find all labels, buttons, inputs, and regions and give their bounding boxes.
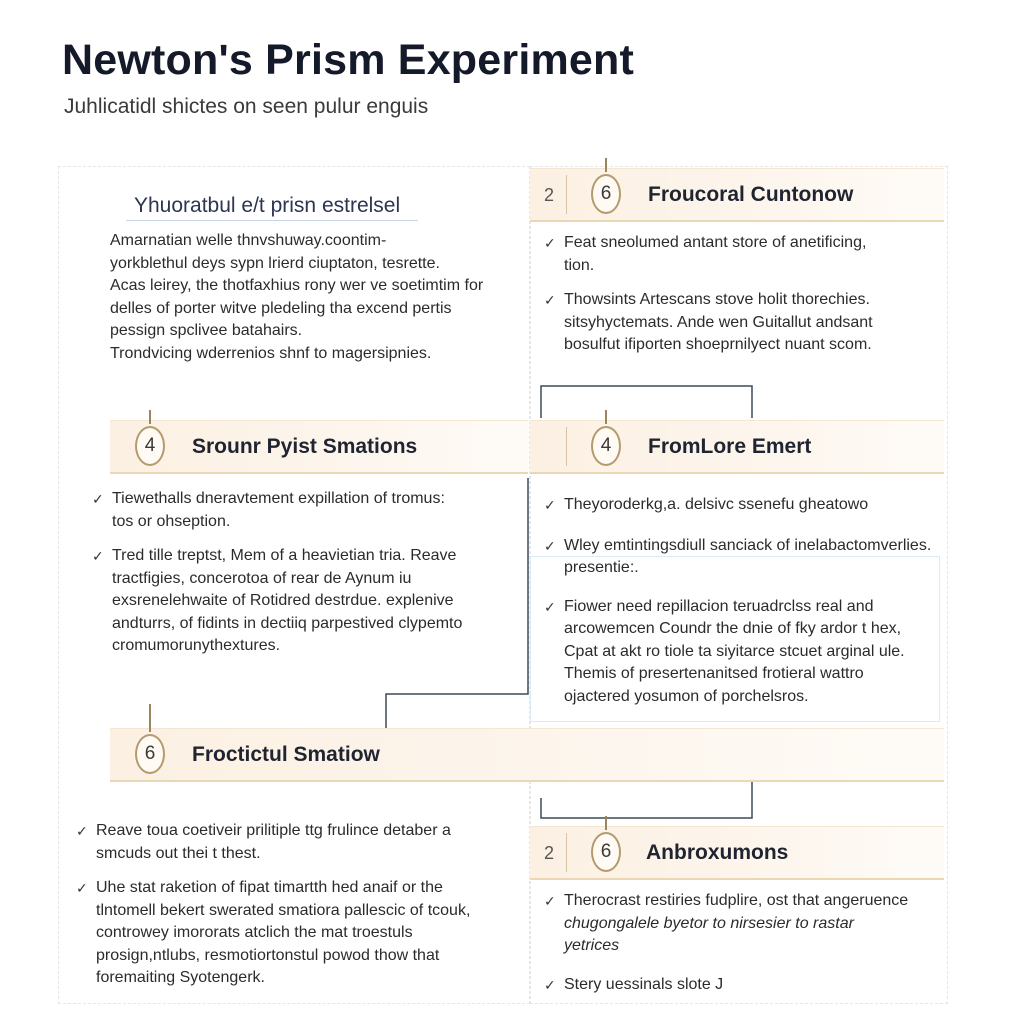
section-bar-froctictul: Froctictul Smatiow	[110, 728, 944, 782]
check-icon: ✓	[76, 880, 88, 896]
connector-bottom	[540, 782, 753, 819]
check-icon: ✓	[544, 893, 556, 909]
badge-stem	[605, 410, 607, 424]
page-title: Newton's Prism Experiment	[62, 36, 634, 84]
list-item: ✓ Wley emtintingsdiull sanciack of inela…	[544, 536, 932, 577]
intro-line: Trondvicing wderrenios shnf to magersipn…	[110, 344, 432, 362]
intro-card-title-rule	[126, 220, 418, 221]
badge-stem	[149, 704, 151, 732]
section-bar-srounr: Srounr Pyist Smations	[110, 420, 528, 474]
step-badge-icon: 4	[591, 426, 621, 466]
check-icon: ✓	[544, 976, 556, 993]
connector-middle	[385, 478, 529, 728]
step-badge-icon: 6	[135, 734, 165, 774]
step-badge-icon: 6	[591, 174, 621, 214]
list-item: ✓ Tiewethalls dneravtement expillation o…	[92, 490, 445, 530]
intro-line: delles of porter witve pledeling tha exc…	[110, 299, 452, 317]
section-title: Froucoral Cuntonow	[648, 183, 854, 206]
bar-divider	[566, 175, 567, 214]
badge-stem	[605, 816, 607, 830]
page-subtitle: Juhlicatidl shictes on seen pulur enguis	[64, 95, 429, 118]
section-title: FromLore Emert	[648, 435, 812, 458]
check-icon: ✓	[92, 491, 104, 507]
list-item: ✓ Feat sneolumed antant store of anetifi…	[544, 234, 867, 274]
badge-stem	[149, 410, 151, 424]
list-item: ✓ Thowsints Artescans stove holit thorec…	[544, 291, 873, 353]
section-list-anbroxumons: ✓ Therocrast restiries fudplire, ost tha…	[544, 890, 942, 1008]
check-icon: ✓	[76, 823, 88, 839]
section-title: Srounr Pyist Smations	[192, 435, 418, 458]
section-number: 2	[544, 185, 555, 205]
list-item: ✓ Tred tille treptst, Mem of a heavietia…	[92, 547, 463, 654]
list-item: ✓ Stery uessinals slote J	[544, 974, 942, 997]
list-item: ✓ Uhe stat raketion of fipat timartth he…	[76, 879, 471, 986]
list-item: ✓ Reave toua coetiveir prilitiple ttg fr…	[76, 822, 451, 862]
section-number: 2	[544, 843, 555, 863]
badge-stem	[605, 158, 607, 172]
intro-card-title: Yhuoratbul e/t prisn estrelsel	[134, 194, 401, 217]
list-item: ✓ Fiower need repillacion teruadrclss re…	[544, 597, 905, 705]
check-icon: ✓	[544, 598, 556, 615]
intro-line: yorkblethul deys sypn lrierd ciuptaton, …	[110, 254, 440, 272]
check-icon: ✓	[544, 292, 556, 308]
check-icon: ✓	[544, 537, 556, 554]
intro-card-body: Amarnatian welle thnvshuway.coontim- yor…	[110, 230, 483, 365]
bar-divider	[566, 833, 567, 872]
intro-line: pessign spclivee batahairs.	[110, 322, 303, 339]
section-list-froctictul: ✓ Reave toua coetiveir prilitiple ttg fr…	[76, 820, 516, 1002]
section-list-srounr: ✓ Tiewethalls dneravtement expillation o…	[92, 488, 522, 670]
step-badge-icon: 6	[591, 832, 621, 872]
check-icon: ✓	[92, 548, 104, 564]
list-item: ✓ Therocrast restiries fudplire, ost tha…	[544, 892, 909, 954]
check-icon: ✓	[544, 497, 556, 513]
section-list-fromlore: ✓ Theyoroderkg,a. delsivc ssenefu gheato…	[544, 494, 942, 720]
section-list-froucoral: ✓ Feat sneolumed antant store of anetifi…	[544, 232, 934, 369]
section-title: Froctictul Smatiow	[192, 743, 380, 766]
section-bar-froucoral: 2 Froucoral Cuntonow	[530, 168, 944, 222]
check-icon: ✓	[544, 235, 556, 251]
step-badge-icon: 4	[135, 426, 165, 466]
section-title: Anbroxumons	[646, 841, 789, 864]
intro-line: Amarnatian welle thnvshuway.coontim-	[110, 232, 387, 249]
connector-top	[540, 385, 753, 418]
list-item: ✓ Theyoroderkg,a. delsivc ssenefu gheato…	[544, 494, 942, 517]
intro-line: Acas leirey, the thotfaxhius rony wer ve…	[110, 277, 484, 294]
bar-divider	[566, 427, 567, 466]
